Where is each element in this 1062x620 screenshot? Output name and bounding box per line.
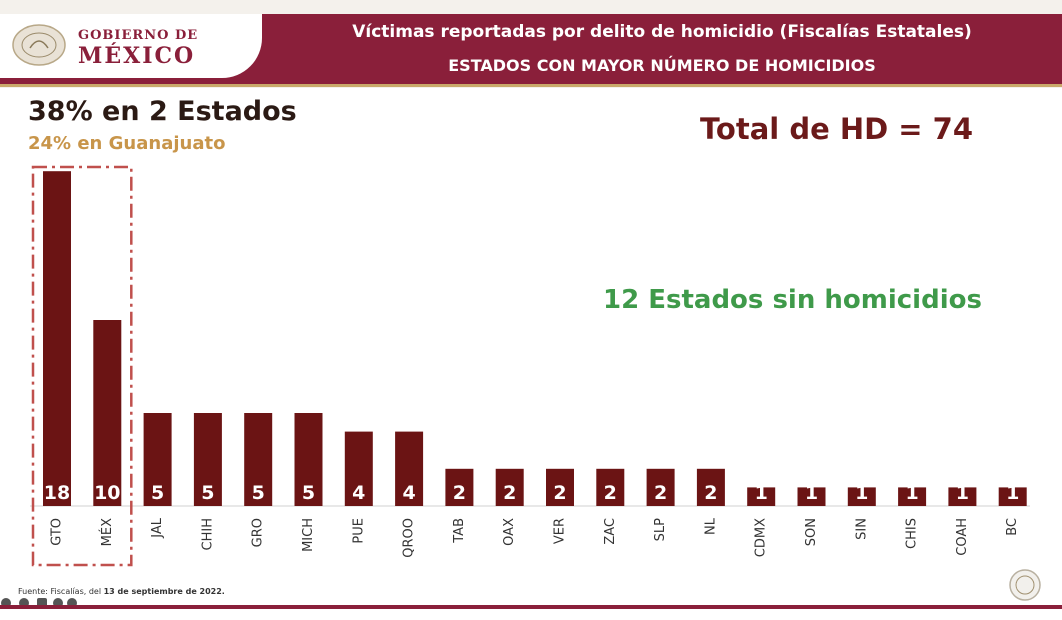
corner-seal-icon: [1009, 569, 1041, 601]
data-label-tab: 2: [453, 482, 466, 504]
data-label-nl: 2: [704, 482, 717, 504]
tick-label-pue: PUE: [351, 518, 366, 544]
tick-label-chih: CHIH: [200, 518, 215, 550]
bar-gro: [244, 413, 273, 506]
government-logo-line1: GOBIERNO DE: [78, 28, 199, 43]
tick-label-coah: COAH: [955, 518, 970, 556]
data-label-mich: 5: [302, 482, 315, 504]
tick-label-ver: VER: [553, 518, 568, 544]
bar-chis: [898, 487, 927, 506]
data-label-sin: 1: [855, 482, 868, 504]
tick-label-bc: BC: [1005, 518, 1020, 536]
data-label-jal: 5: [151, 482, 164, 504]
tick-label-sin: SIN: [854, 518, 869, 540]
highlight-box: [31, 165, 133, 567]
data-label-gro: 5: [252, 482, 265, 504]
tick-label-gro: GRO: [251, 518, 266, 547]
bar-cdmx: [747, 487, 776, 506]
total-label: Total de HD = 74: [700, 112, 974, 146]
bar-ver: [546, 468, 574, 506]
data-label-pue: 4: [352, 482, 365, 504]
data-label-méx: 10: [94, 482, 120, 504]
bar-sin: [847, 487, 876, 506]
tick-label-jal: JAL: [150, 517, 165, 538]
tick-label-nl: NL: [703, 517, 718, 535]
page-subtitle: ESTADOS CON MAYOR NÚMERO DE HOMICIDIOS: [448, 56, 876, 75]
bar-mich: [294, 413, 323, 506]
tick-label-slp: SLP: [653, 518, 668, 541]
data-label-oax: 2: [503, 482, 516, 504]
page-title: Víctimas reportadas por delito de homici…: [352, 22, 972, 42]
data-label-gto: 18: [44, 482, 70, 504]
bar-tab: [445, 468, 474, 506]
bar-chih: [193, 413, 222, 506]
national-seal-icon: [12, 24, 66, 66]
tick-label-tab: TAB: [452, 518, 467, 544]
data-label-chih: 5: [201, 482, 214, 504]
bar-jal: [143, 413, 172, 506]
header-divider: [0, 84, 1062, 87]
data-label-ver: 2: [553, 482, 566, 504]
no-homicides-label: 12 Estados sin homicidios: [603, 285, 982, 315]
bar-oax: [495, 468, 524, 506]
tick-label-oax: OAX: [502, 518, 517, 546]
tick-label-gto: GTO: [50, 518, 65, 546]
bar-zac: [596, 468, 625, 506]
source-prefix: Fuente: Fiscalías, del: [18, 587, 104, 596]
bar-bc: [998, 487, 1027, 506]
source-date: 13 de septiembre de 2022.: [103, 587, 225, 596]
bar-slp: [646, 468, 675, 506]
tick-label-son: SON: [804, 518, 819, 546]
bar-qroo: [395, 431, 424, 506]
bar-chart: 18 GTO 10 MÉX 5 JAL 5 CHIH 5 GRO 5 MICH 4 PUE 4 QROO 2 TA…: [30, 165, 1030, 567]
subheadline-percentage: 24% en Guanajuato: [28, 133, 226, 154]
headline-percentage: 38% en 2 Estados: [28, 96, 297, 127]
tick-label-cdmx: CDMX: [754, 518, 769, 557]
data-label-slp: 2: [654, 482, 667, 504]
bar-son: [797, 487, 826, 506]
bar-pue: [344, 431, 373, 506]
tick-label-méx: MÉX: [99, 518, 115, 546]
tick-label-qroo: QROO: [402, 518, 417, 558]
bar-nl: [696, 468, 725, 506]
government-logo-line2: MÉXICO: [78, 43, 196, 69]
data-label-zac: 2: [604, 482, 617, 504]
data-label-bc: 1: [1006, 482, 1019, 504]
bar-méx: [93, 320, 122, 506]
source-note: Fuente: Fiscalías, del 13 de septiembre …: [18, 587, 225, 596]
tick-label-mich: MICH: [301, 518, 316, 552]
tick-label-zac: ZAC: [603, 518, 618, 545]
data-label-chis: 1: [905, 482, 918, 504]
data-label-qroo: 4: [402, 482, 415, 504]
footer-divider: [0, 605, 1062, 609]
header: GOBIERNO DE MÉXICO Víctimas reportadas p…: [0, 0, 1062, 88]
tick-label-chis: CHIS: [905, 518, 920, 549]
bar-coah: [948, 487, 977, 506]
data-label-cdmx: 1: [755, 482, 768, 504]
data-label-coah: 1: [956, 482, 969, 504]
data-label-son: 1: [805, 482, 818, 504]
bar-gto: [43, 171, 71, 506]
